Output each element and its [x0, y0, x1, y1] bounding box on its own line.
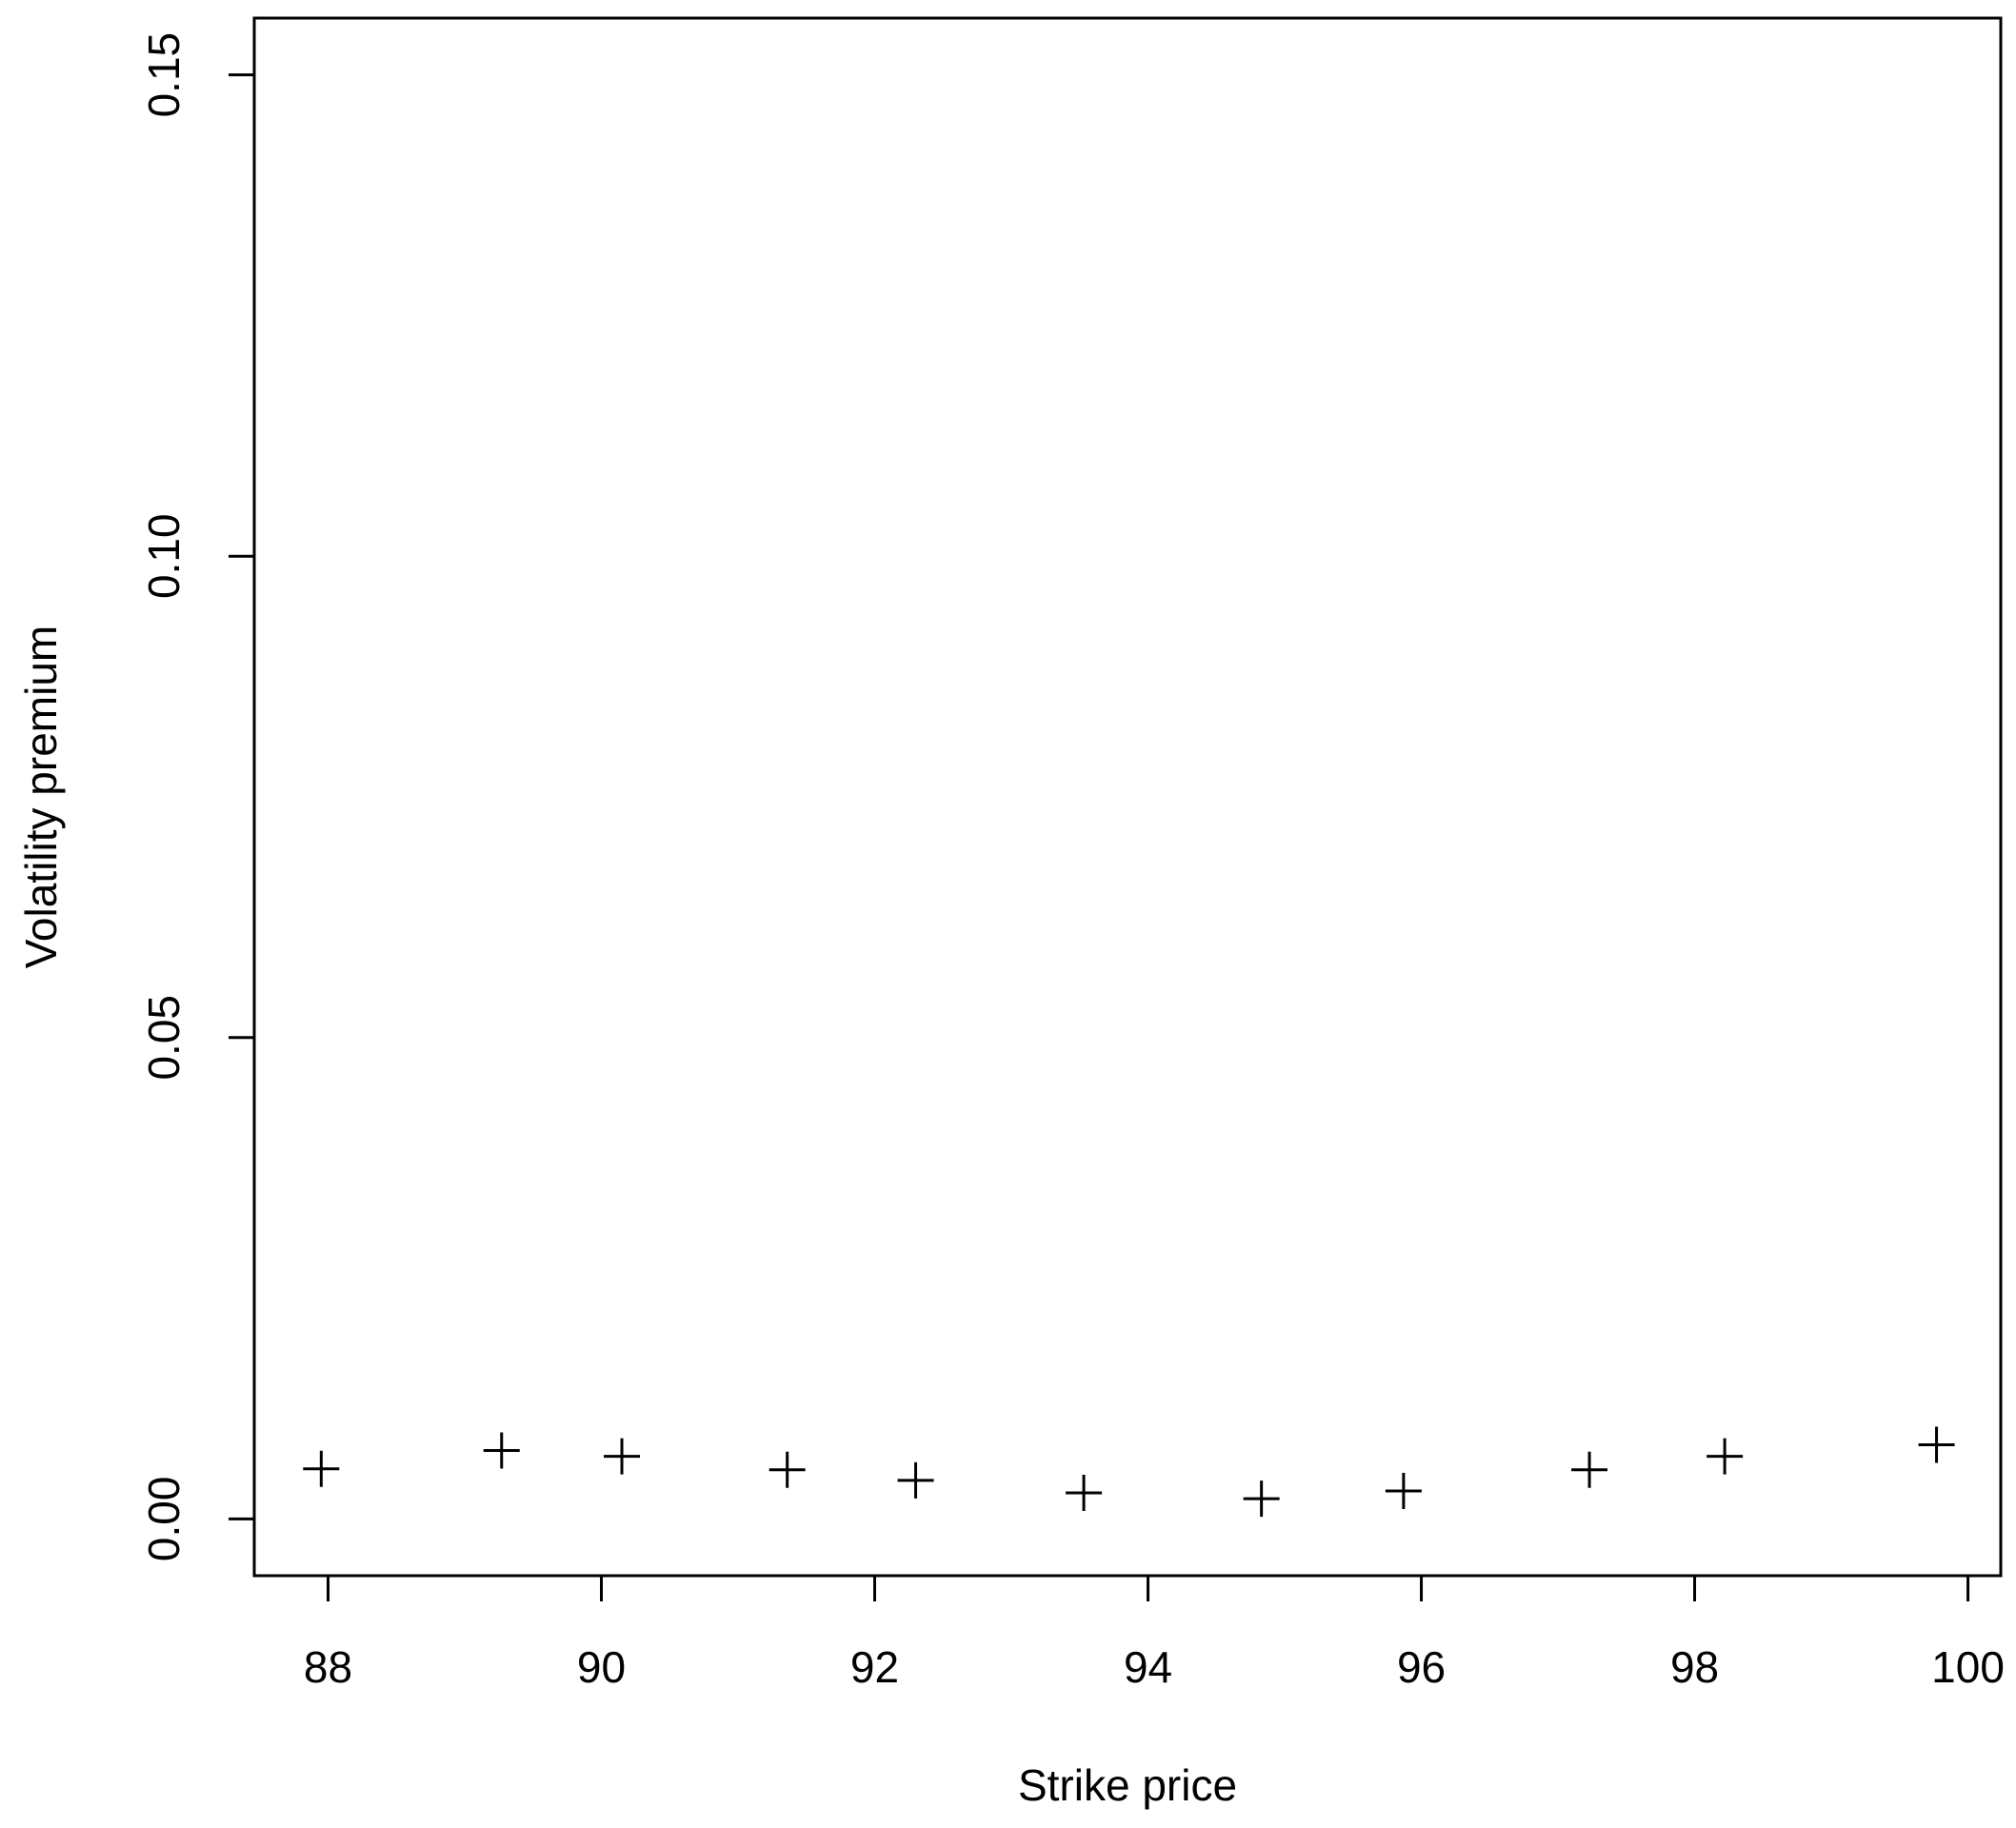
point: [768, 1451, 806, 1488]
x-tick-label: 92: [850, 1642, 899, 1692]
point: [897, 1461, 934, 1499]
y-tick-label: 0.00: [139, 1477, 189, 1562]
x-tick-label: 98: [1670, 1642, 1719, 1692]
y-tick-label: 0.10: [139, 513, 189, 599]
point: [1066, 1475, 1103, 1512]
plot-frame: [252, 16, 2003, 1578]
point: [604, 1438, 641, 1475]
x-axis-title: Strike price: [1018, 1760, 1237, 1810]
x-tick-label: 100: [1931, 1642, 2005, 1692]
x-tick-label: 90: [577, 1642, 626, 1692]
x-tick-label: 94: [1124, 1642, 1172, 1692]
y-tick-label: 0.15: [139, 32, 189, 118]
point: [1571, 1451, 1608, 1488]
x-tick-label: 96: [1397, 1642, 1446, 1692]
point: [1385, 1473, 1422, 1510]
y-tick-label: 0.05: [139, 995, 189, 1081]
x-tick-label: 88: [304, 1642, 352, 1692]
point: [1243, 1480, 1280, 1518]
point: [1918, 1426, 1955, 1463]
y-axis-title: Volatility premium: [16, 626, 66, 968]
point: [1707, 1438, 1744, 1475]
point: [303, 1450, 340, 1487]
point: [483, 1432, 520, 1469]
